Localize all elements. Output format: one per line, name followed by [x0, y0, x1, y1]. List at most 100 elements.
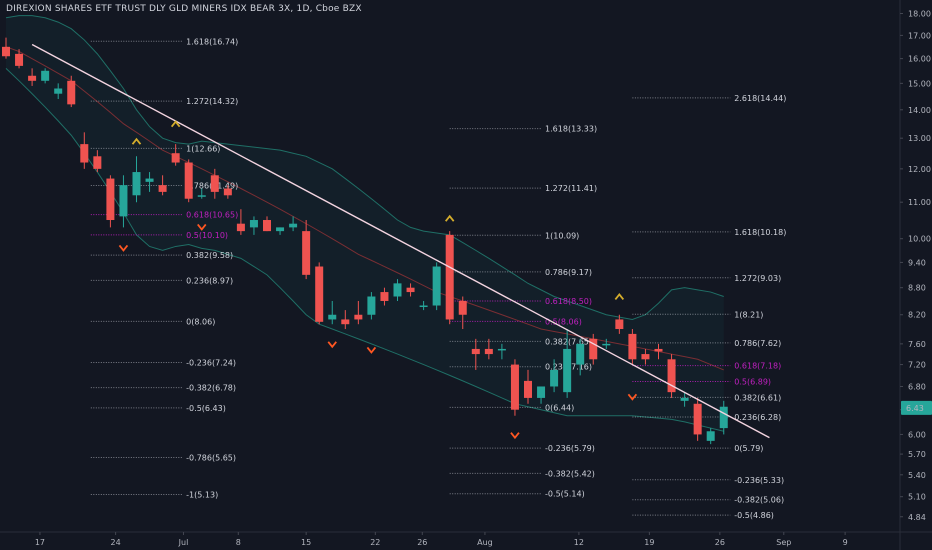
fib-level-label: 1.618(16.74) [186, 37, 238, 46]
candle-body [210, 175, 219, 192]
chart-title: DIREXION SHARES ETF TRUST DLY GLD MINERS… [6, 4, 362, 14]
candle-body [132, 172, 141, 196]
candle-body [41, 70, 50, 81]
price-tick-label: 11.00 [908, 198, 931, 207]
price-tick-label: 12.00 [908, 165, 931, 174]
candle-body [458, 300, 467, 315]
signal-up-icon [444, 214, 455, 222]
price-tick-label: 7.20 [908, 361, 926, 370]
bollinger-upper [5, 15, 724, 320]
candle-body [315, 266, 324, 322]
candle-body [589, 338, 598, 360]
candle-body [197, 195, 206, 197]
candle-body [510, 364, 519, 410]
fib-level-label: 0.236(6.28) [734, 413, 781, 422]
signal-up-icon [170, 120, 181, 128]
last-price-label: 6.43 [906, 404, 924, 413]
fib-level-label: 0.382(6.61) [734, 393, 781, 402]
time-tick-label: 8 [236, 538, 241, 547]
candle-body [15, 53, 24, 66]
candle-body [602, 343, 611, 346]
signal-down-icon [118, 244, 129, 252]
price-tick-label: 5.70 [908, 450, 926, 459]
candle-body [28, 75, 37, 81]
fib-level-label: 0(5.79) [734, 444, 763, 453]
candle-body [563, 348, 572, 393]
candle-body [119, 185, 128, 217]
fib-level-label: -0.5(6.43) [186, 404, 226, 413]
fib-level-label: -0.5(4.86) [734, 511, 774, 520]
fib-level-label: -0.236(5.33) [734, 476, 784, 485]
candle-body [171, 153, 180, 163]
fib-level-label: -0.382(5.06) [734, 496, 784, 505]
fib-level-label: 0.382(7.65) [545, 337, 592, 346]
fib-level-label: 2.618(14.44) [734, 94, 786, 103]
fib-level-label: 0.618(7.18) [734, 362, 781, 371]
price-tick-label: 16.00 [908, 55, 931, 64]
candle-body [537, 386, 546, 398]
candle-body [354, 314, 363, 320]
signal-down-icon [327, 341, 337, 349]
price-tick-label: 6.00 [908, 430, 926, 439]
time-tick-label: Sep [776, 538, 791, 547]
time-tick-label: 15 [301, 538, 311, 547]
signal-down-icon [366, 346, 377, 354]
candle-body [706, 431, 715, 441]
time-tick-label: Jul [178, 538, 189, 547]
fib-level-label: 0.5(6.89) [734, 377, 771, 386]
candle-body [276, 227, 285, 232]
candle-body [302, 231, 311, 275]
candle-body [667, 359, 676, 393]
price-tick-label: 10.00 [908, 235, 931, 244]
candle-body [550, 369, 559, 387]
time-tick-label: 9 [843, 538, 848, 547]
candle-body [145, 178, 154, 182]
candle-body [184, 162, 193, 199]
candle-body [289, 223, 298, 228]
candle-body [680, 397, 689, 401]
candle-body [419, 305, 428, 308]
candle-body [719, 406, 728, 429]
price-tick-label: 8.80 [908, 284, 926, 293]
time-tick-label: 26 [715, 538, 725, 547]
candle-body [445, 234, 454, 320]
price-tick-label: 5.40 [908, 471, 926, 480]
fib-level-label: -0.236(5.79) [545, 444, 595, 453]
price-tick-label: 9.40 [908, 258, 926, 267]
fib-level-label: 1(10.09) [545, 231, 579, 240]
fib-level-label: 0.5(10.10) [186, 231, 228, 240]
bollinger-lower [5, 67, 724, 432]
candle-body [406, 287, 415, 293]
price-tick-label: 17.00 [908, 31, 931, 40]
candle-body [497, 348, 506, 351]
price-tick-label: 14.00 [908, 106, 931, 115]
signal-down-icon [197, 223, 207, 231]
time-tick-label: 17 [35, 538, 45, 547]
candle-body [106, 178, 115, 221]
candle-body [2, 46, 10, 57]
candle-body [654, 348, 663, 352]
last-price-badge [901, 400, 932, 415]
candle-body [223, 188, 232, 196]
fib-level-label: 1(12.66) [186, 144, 220, 153]
fib-level-label: 0(6.44) [545, 403, 574, 412]
price-tick-label: 6.80 [908, 382, 926, 391]
candle-body [80, 144, 89, 163]
fib-level-label: 1.272(9.03) [734, 274, 781, 283]
time-tick-label: 26 [417, 538, 427, 547]
time-tick-label: 12 [574, 538, 584, 547]
signal-down-icon [510, 432, 520, 440]
price-tick-label: 8.20 [908, 311, 926, 320]
candle-body [432, 266, 441, 306]
candle-body [524, 380, 532, 398]
candle-body [93, 156, 102, 169]
fib-level-label: 1.272(11.41) [545, 184, 597, 193]
signal-up-icon [131, 137, 142, 145]
candle-body [484, 348, 493, 355]
candle-body [471, 348, 480, 355]
fib-level-label: 0.786(7.62) [734, 339, 781, 348]
fib-level-label: 1.618(10.18) [734, 228, 786, 237]
price-tick-label: 15.00 [908, 79, 931, 88]
fib-level-label: 0.5(8.06) [545, 317, 582, 326]
